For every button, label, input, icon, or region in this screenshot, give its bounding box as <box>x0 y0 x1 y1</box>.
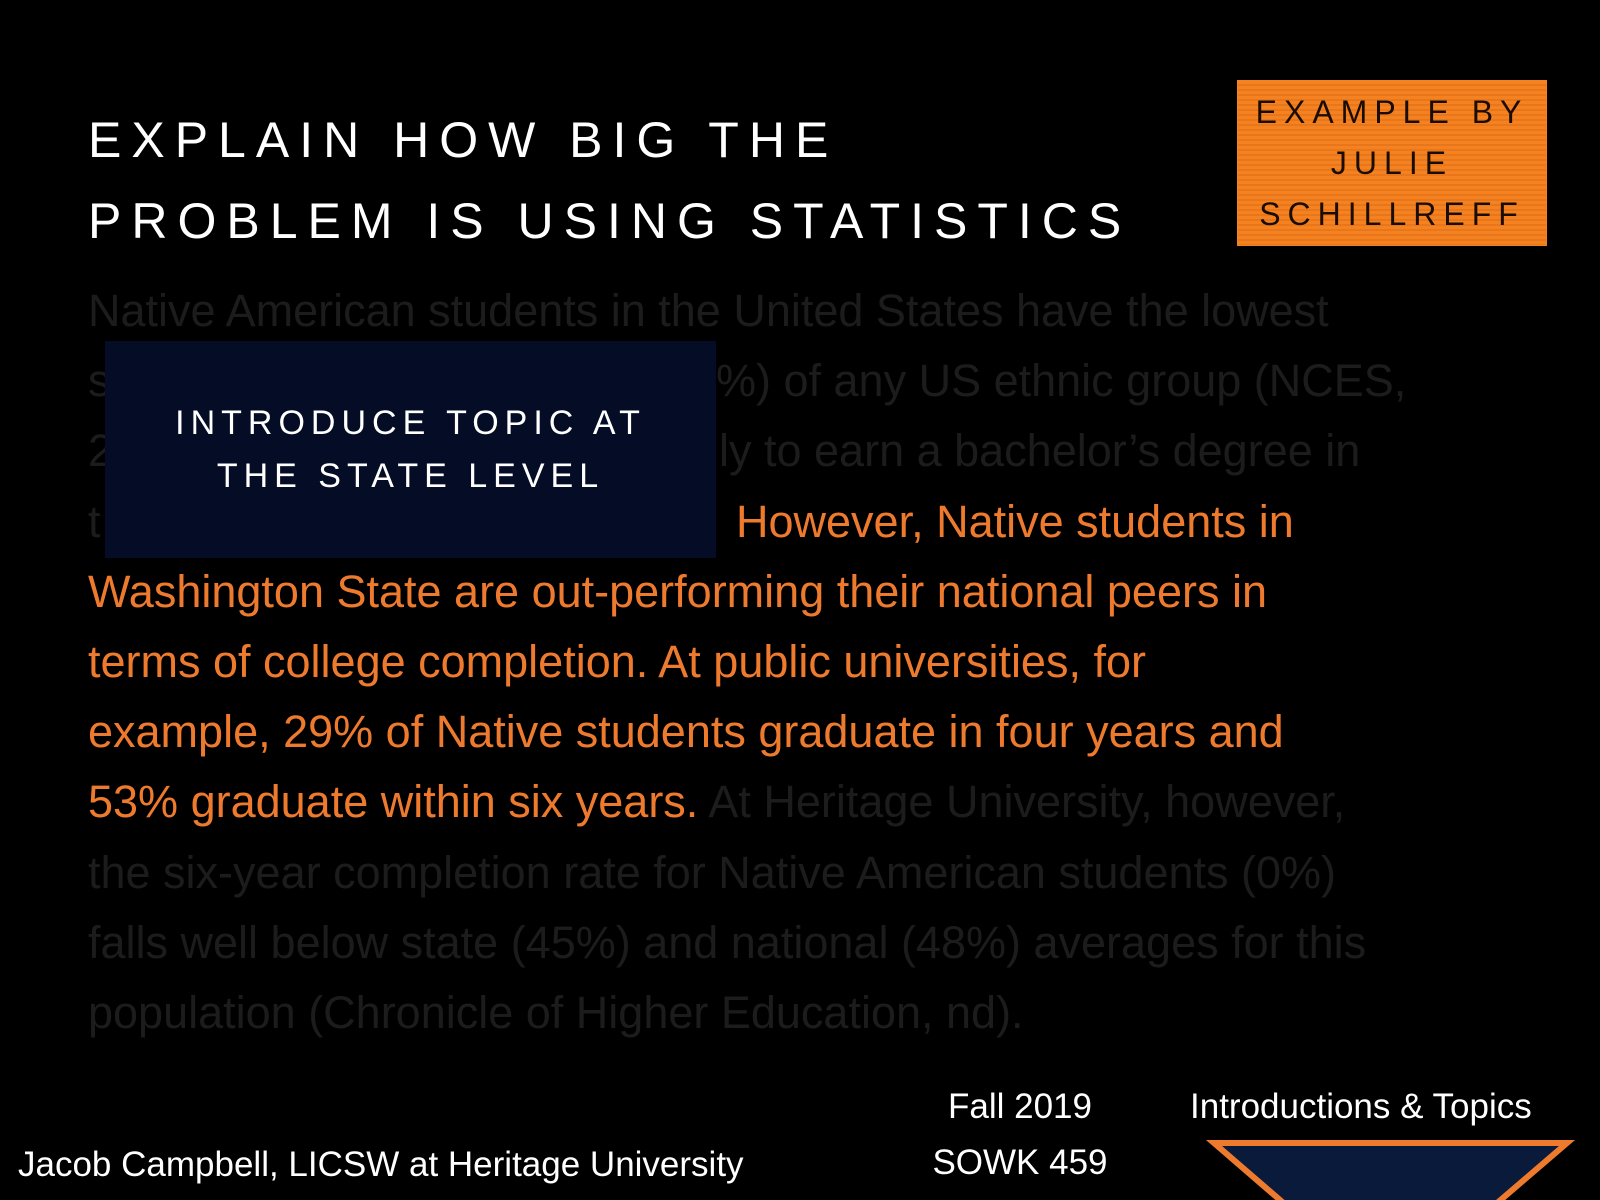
callout-line: THE STATE LEVEL <box>216 456 605 495</box>
footer-course: SOWK 459 <box>932 1143 1108 1182</box>
text-segment: population (Chronicle of Higher Educatio… <box>88 987 1024 1038</box>
body-line: 53% graduate within six years. At Herita… <box>88 774 1588 830</box>
triangle-shape <box>1205 1140 1576 1200</box>
text-segment: Washington State are out-performing thei… <box>88 565 1267 617</box>
text-segment: ly to earn a bachelor’s degree in <box>719 425 1361 477</box>
body-line: 2 ly to earn a bachelor’s degree in <box>88 423 1588 479</box>
text-segment: the six-year completion rate for Native … <box>88 846 1337 898</box>
footer-author: Jacob Campbell, LICSW at Heritage Univer… <box>18 1145 744 1184</box>
text-segment: 53% graduate within six years. <box>88 776 699 828</box>
body-line: population (Chronicle of Higher Educatio… <box>88 985 1588 1041</box>
body-line: Washington State are out-performing thei… <box>88 564 1588 620</box>
body-line: Native American students in the United S… <box>88 283 1588 339</box>
author-badge: EXAMPLE BY JULIE SCHILLREFF <box>1237 80 1547 246</box>
body-line: s %) of any US ethnic group (NCES, <box>88 353 1588 409</box>
nav-triangle <box>1205 1140 1576 1200</box>
text-segment: However, Native students in <box>736 495 1294 547</box>
body-line: t However, Native students in <box>88 494 1588 550</box>
callout-box: INTRODUCE TOPIC AT THE STATE LEVEL <box>105 341 716 558</box>
callout-line: INTRODUCE TOPIC AT <box>175 403 646 442</box>
text-segment: %) of any US ethnic group (NCES, <box>716 355 1407 407</box>
badge-line: JULIE <box>1330 144 1454 181</box>
badge-line: EXAMPLE BY <box>1255 93 1529 130</box>
footer-section: Introductions & Topics <box>1190 1087 1532 1126</box>
body-line: falls well below state (45%) and nationa… <box>88 915 1588 971</box>
text-segment: s <box>88 355 111 407</box>
title-line: EXPLAIN HOW BIG THE <box>88 112 839 168</box>
text-segment: example, 29% of Native students graduate… <box>88 706 1284 758</box>
badge-line: SCHILLREFF <box>1259 195 1525 232</box>
body-line: terms of college completion. At public u… <box>88 634 1588 690</box>
text-segment: terms of college completion. At public u… <box>88 636 1146 687</box>
text-segment: At Heritage University, however, <box>698 776 1346 828</box>
body-line: the six-year completion rate for Native … <box>88 845 1588 901</box>
footer-term: Fall 2019 <box>948 1087 1092 1126</box>
text-segment: falls well below state (45%) and nationa… <box>88 916 1367 968</box>
text-segment: t <box>88 495 101 547</box>
body-line: example, 29% of Native students graduate… <box>88 704 1588 760</box>
text-segment: Native American students in the United S… <box>88 285 1329 336</box>
title-line: PROBLEM IS USING STATISTICS <box>88 193 1132 249</box>
